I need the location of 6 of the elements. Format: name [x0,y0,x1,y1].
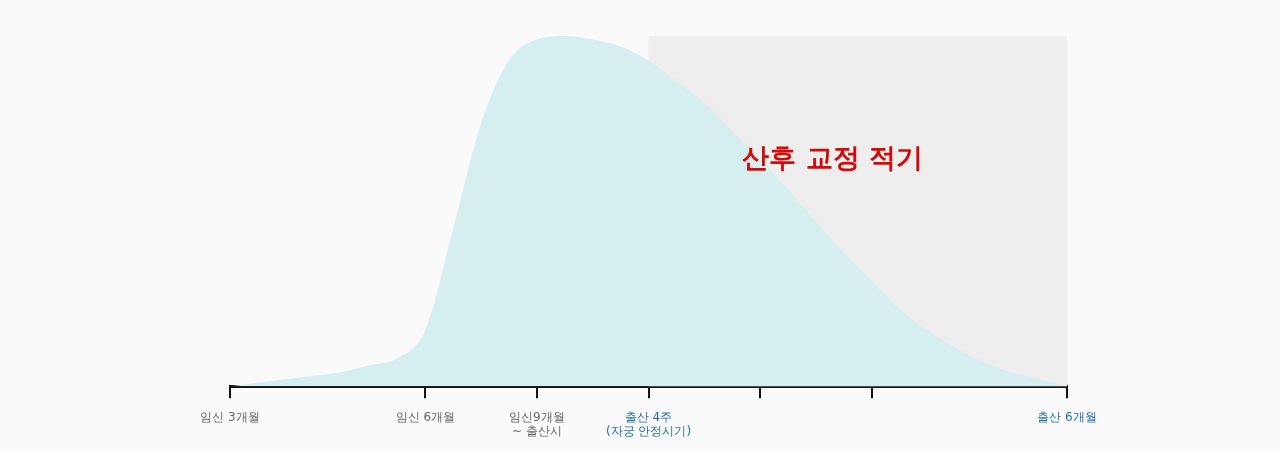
x-tick-label: 임신 6개월 [395,409,456,424]
x-tick-label: 출산 6개월 [1037,409,1097,424]
x-tick-label: 임신 3개월 [200,409,260,424]
x-tick-label: 임신9개월 ~ 출산시 [509,409,565,438]
band-label: 산후 교정 적기 [742,142,924,174]
x-tick-label: 출산 4주 (자궁 안정시기) [605,409,692,438]
